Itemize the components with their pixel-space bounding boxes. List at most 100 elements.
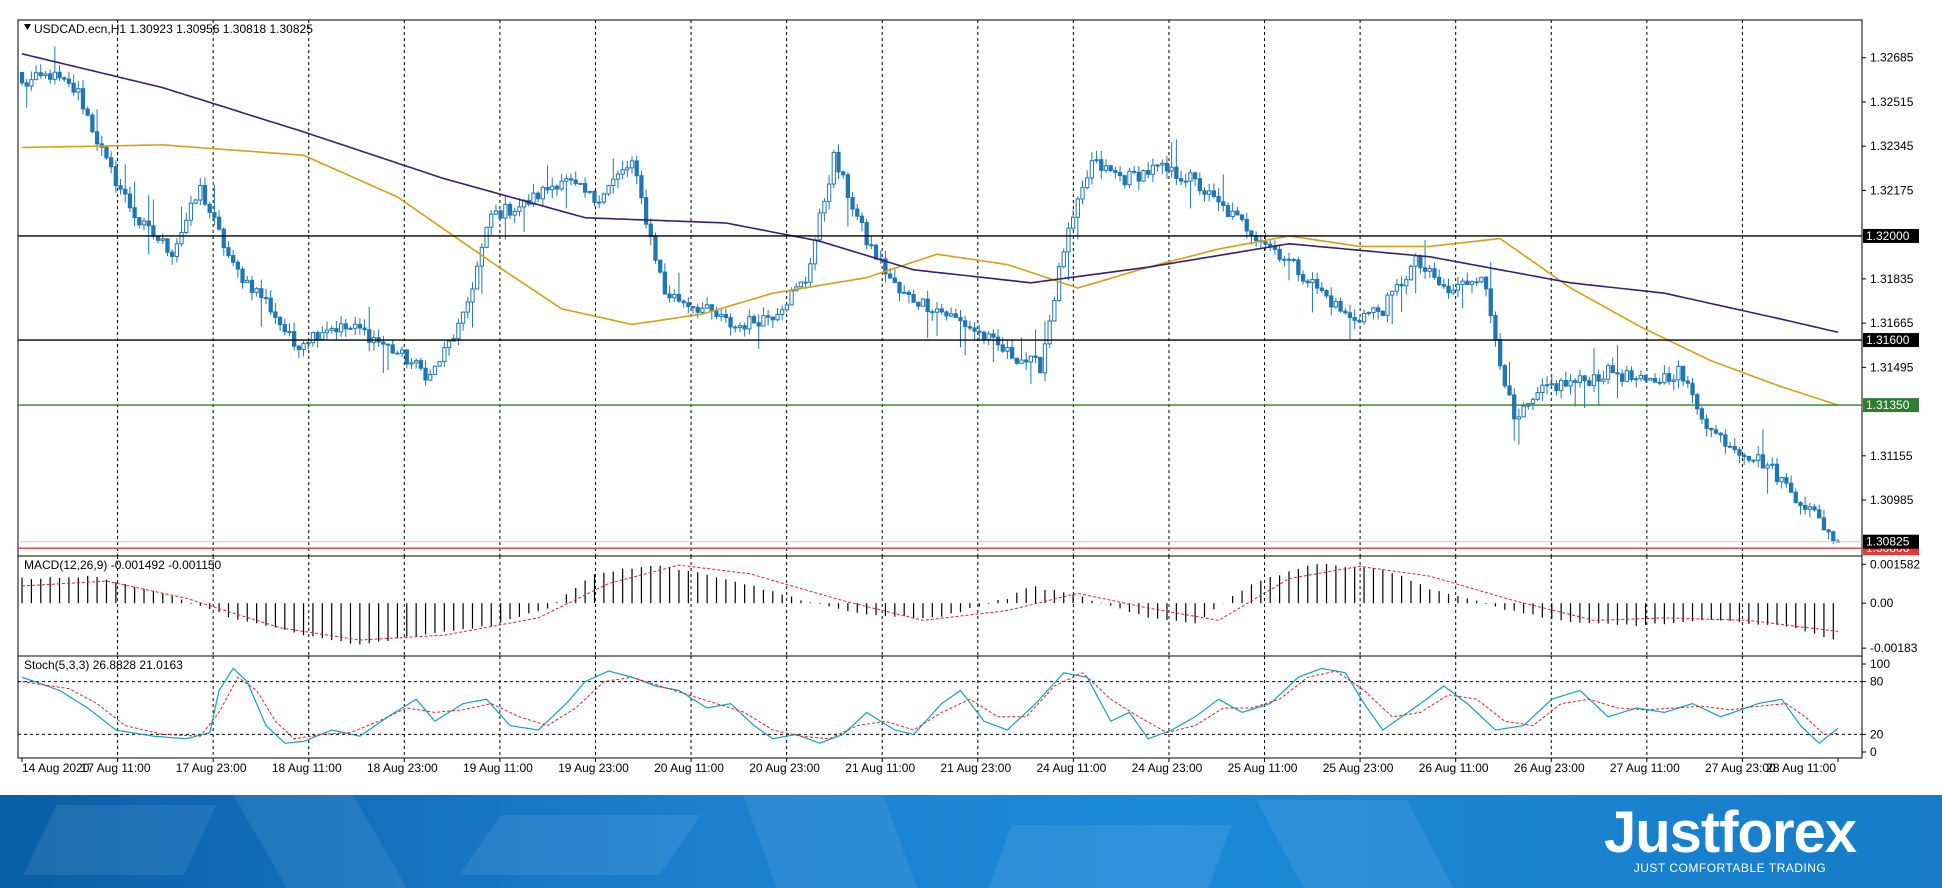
candle-body-up — [1052, 300, 1057, 322]
candle-body-up — [503, 203, 508, 219]
candle-body-down — [1192, 172, 1198, 180]
candle-body-down — [123, 188, 128, 195]
candle-body-down — [1286, 258, 1292, 261]
candle-body-down — [977, 330, 982, 333]
candle-body-up — [1408, 265, 1414, 281]
candle-body-up — [353, 323, 358, 329]
candle-body-down — [1136, 171, 1141, 182]
candle-body-up — [1019, 359, 1024, 364]
candle-body-up — [1160, 162, 1165, 166]
candle-body-down — [1305, 280, 1310, 284]
x-tick-label: 14 Aug 2020 — [22, 761, 90, 775]
justforex-logo[interactable]: Justforex JUST COMFORTABLE TRADING — [1580, 795, 1880, 888]
candle-body-down — [226, 247, 231, 257]
candle-body-down — [545, 186, 550, 191]
candle-body-up — [1371, 307, 1376, 314]
price-panel — [18, 46, 1862, 549]
candle-body-down — [1817, 509, 1822, 519]
candle-body-up — [1085, 177, 1090, 189]
candle-body-up — [1756, 454, 1761, 461]
candle-body-up — [1634, 378, 1639, 381]
candle-body-up — [1150, 164, 1156, 175]
candle-body-up — [672, 293, 677, 299]
y-tick-label: 1.32515 — [1870, 95, 1914, 109]
x-tick-label: 20 Aug 23:00 — [749, 761, 820, 775]
candle-body-up — [1624, 370, 1629, 382]
candle-body-down — [170, 251, 175, 257]
candle-body-down — [1099, 159, 1104, 171]
stoch-main-line — [21, 667, 1839, 744]
candle-body-up — [338, 323, 344, 333]
candle-body-down — [667, 293, 672, 299]
candle-body-up — [198, 184, 203, 201]
candle-body-down — [841, 171, 846, 176]
candle-body-down — [1399, 283, 1404, 287]
candle-body-down — [216, 216, 222, 230]
price-level-tag — [1863, 333, 1919, 348]
candle-body-down — [62, 77, 67, 80]
candle-body-down — [855, 208, 860, 217]
candle-body-up — [920, 298, 926, 307]
candle-body-up — [948, 313, 954, 317]
candle-body-down — [1300, 274, 1306, 282]
candle-body-down — [765, 315, 771, 318]
candle-body-up — [775, 313, 780, 321]
candle-body-up — [1591, 374, 1597, 386]
candle-body-down — [1774, 463, 1780, 483]
candle-body-down — [1784, 477, 1789, 484]
candle-body-down — [104, 146, 109, 159]
candle-body-up — [33, 72, 39, 81]
candle-body-down — [1324, 290, 1329, 297]
candle-body-up — [1385, 294, 1390, 316]
candle-body-down — [1657, 381, 1662, 384]
chart-menu-triangle-icon[interactable] — [24, 24, 31, 30]
candle-body-down — [277, 316, 283, 326]
candle-body-up — [1394, 283, 1400, 292]
candle-body-up — [611, 178, 616, 186]
candle-body-up — [320, 332, 325, 340]
candle-body-up — [475, 265, 480, 290]
candle-body-up — [1361, 313, 1367, 323]
candle-body-up — [193, 199, 198, 204]
candle-body-up — [1601, 378, 1606, 382]
candle-body-down — [981, 331, 987, 340]
candle-body-up — [399, 349, 405, 354]
candle-body-up — [1516, 416, 1522, 420]
candle-body-up — [615, 173, 621, 180]
candle-body-down — [240, 268, 245, 283]
candle-body-up — [348, 327, 353, 330]
candle-body-down — [151, 225, 156, 237]
candle-body-down — [1760, 454, 1766, 469]
candle-body-up — [606, 184, 611, 195]
candle-body-up — [301, 343, 306, 350]
candle-body-up — [1310, 279, 1315, 284]
candle-body-up — [1460, 280, 1465, 285]
candle-body-up — [1568, 380, 1573, 387]
candle-body-down — [1113, 170, 1118, 173]
candle-body-up — [601, 193, 607, 203]
candle-body-down — [873, 244, 879, 260]
candle-body-down — [1117, 171, 1123, 177]
candle-body-down — [1038, 356, 1043, 374]
candle-body-down — [1296, 259, 1301, 276]
candle-body-down — [71, 82, 76, 93]
candle-body-down — [1502, 365, 1507, 387]
candle-body-down — [554, 185, 560, 190]
candle-body-up — [254, 288, 259, 293]
candle-body-down — [1573, 380, 1578, 383]
candle-body-down — [296, 345, 302, 350]
candle-body-down — [19, 71, 25, 84]
candle-body-down — [1014, 357, 1019, 364]
candle-body-up — [1390, 290, 1395, 296]
candle-body-up — [564, 178, 569, 182]
candle-body-down — [334, 328, 339, 333]
candle-body-up — [1094, 159, 1099, 162]
candle-body-down — [1512, 394, 1517, 420]
candle-body-up — [442, 347, 447, 363]
candle-body-up — [1765, 464, 1770, 469]
candle-body-down — [1666, 373, 1672, 382]
candle-body-down — [362, 327, 367, 331]
candle-body-down — [1704, 418, 1709, 429]
candle-body-down — [643, 197, 649, 225]
